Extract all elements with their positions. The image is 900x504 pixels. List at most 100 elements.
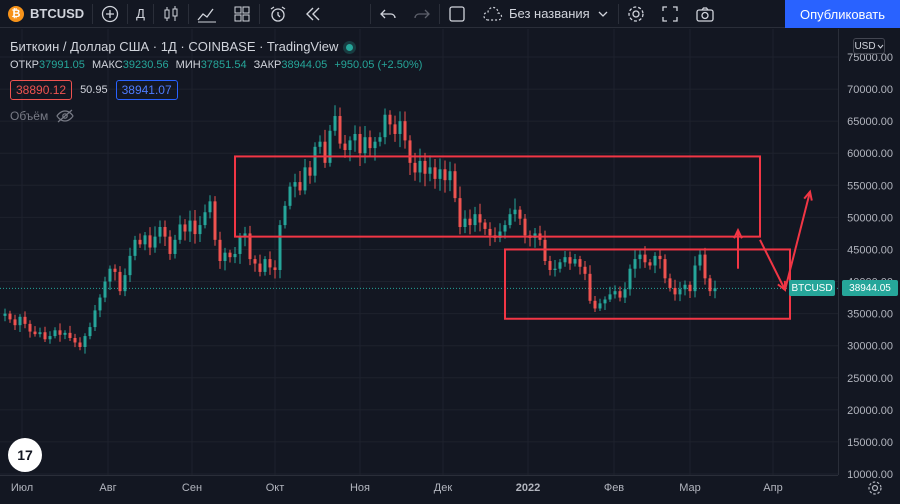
candle-body [548,261,552,270]
volume-indicator-legend[interactable]: Объём [10,109,74,123]
candle-body [433,167,437,179]
candle-body [63,332,67,335]
compare-button[interactable] [93,0,127,28]
candle-body [638,254,642,260]
price-tick-label: 45000.00 [847,244,893,256]
candle-body [513,209,517,215]
candle-body [168,236,172,254]
time-scale[interactable] [0,475,838,504]
close-value: 38944.05 [281,59,328,71]
symbol-price-label: BTCUSD [789,280,835,296]
candle-body [153,236,157,248]
candle-body [353,133,357,141]
redo-button[interactable] [405,0,439,28]
time-tick-label: Ноя [350,482,370,494]
drawings [234,155,813,320]
interval-button[interactable]: Д [128,0,153,28]
tradingview-logo[interactable]: 17 [8,438,42,472]
candle-body [198,225,202,235]
price-scale[interactable] [838,29,900,475]
undo-button[interactable] [371,0,405,28]
candle-body [698,254,702,266]
candle-body [688,284,692,292]
divider [127,3,129,24]
symbol-search[interactable]: ₿ BTCUSD [0,0,92,28]
candle-body [423,160,427,174]
candle-body [273,267,277,270]
candle-body [613,291,617,295]
candle-body [443,169,447,181]
candle-body [408,140,412,163]
eye-hidden-icon[interactable] [56,109,74,123]
low-label: МИН [175,59,201,71]
candle-body [658,255,662,260]
divider [617,3,619,24]
candle-body [363,137,367,154]
open-value: 37991.05 [39,59,85,71]
candle-body [278,225,282,270]
high-label: МАКС [91,59,123,71]
candle-body [33,331,37,335]
chevron-down-icon [598,11,608,17]
ohlc-values: ОТКР37991.05 МАКС39230.56 МИН37851.54 ЗА… [10,59,426,71]
fullscreen-frame-button[interactable] [440,0,474,28]
candle-body [578,259,582,267]
candle-body [318,141,322,147]
price-tick-label: 20000.00 [847,405,893,417]
candle-body [58,330,62,335]
fullscreen-button[interactable] [653,0,687,28]
price-tick-label: 35000.00 [847,309,893,321]
arrow-drawing [784,191,811,291]
chart-settings-button[interactable] [865,478,885,498]
buy-button[interactable]: 38941.07 [115,80,178,100]
arrow-drawing [759,239,786,291]
replay-button[interactable] [296,0,330,28]
chart-type-button[interactable] [154,0,188,28]
candle-body [83,336,87,347]
candle-body [138,239,142,245]
candle-body [378,137,382,142]
candle-body [478,214,482,223]
candle-body [413,162,417,173]
rectangle-drawing [504,248,791,320]
candle-body [183,224,187,232]
publish-button[interactable]: Опубликовать [785,0,900,28]
sell-button[interactable]: 38890.12 [10,80,73,100]
snapshot-button[interactable] [687,0,723,28]
indicators-button[interactable] [189,0,225,28]
candle-body [518,209,522,219]
indicators-icon [197,8,216,22]
candle-body [123,275,127,292]
candle-body [588,273,592,301]
candle-body [628,268,632,290]
legend-title-text: Биткоин / Доллар США · 1Д · COINBASE · T… [10,39,339,54]
candle-body [133,239,137,256]
candle-body [248,233,252,260]
divider [258,3,260,24]
candle-body [368,137,372,149]
price-tick-label: 70000.00 [847,84,893,96]
time-tick-label: Дек [434,482,453,494]
candle-body [288,186,292,206]
candle-body [308,167,312,176]
candle-body [303,167,307,191]
gear-icon [868,481,882,495]
settings-button[interactable] [619,0,653,28]
price-tick-label: 15000.00 [847,437,893,449]
templates-button[interactable] [225,0,259,28]
candle-body [388,114,392,125]
candle-body [448,171,452,181]
currency-selector[interactable]: USD [853,38,885,54]
candle-body [373,141,377,149]
fullscreen-icon [662,5,678,22]
candle-body [393,124,397,134]
candle-body [648,262,652,266]
alert-button[interactable] [260,0,296,28]
close-label: ЗАКР [253,59,282,71]
divider [369,3,371,24]
layout-name-button[interactable]: Без названия [474,0,618,28]
candle-body [253,259,257,264]
arrow-head [733,227,743,239]
candle-body [38,332,42,335]
